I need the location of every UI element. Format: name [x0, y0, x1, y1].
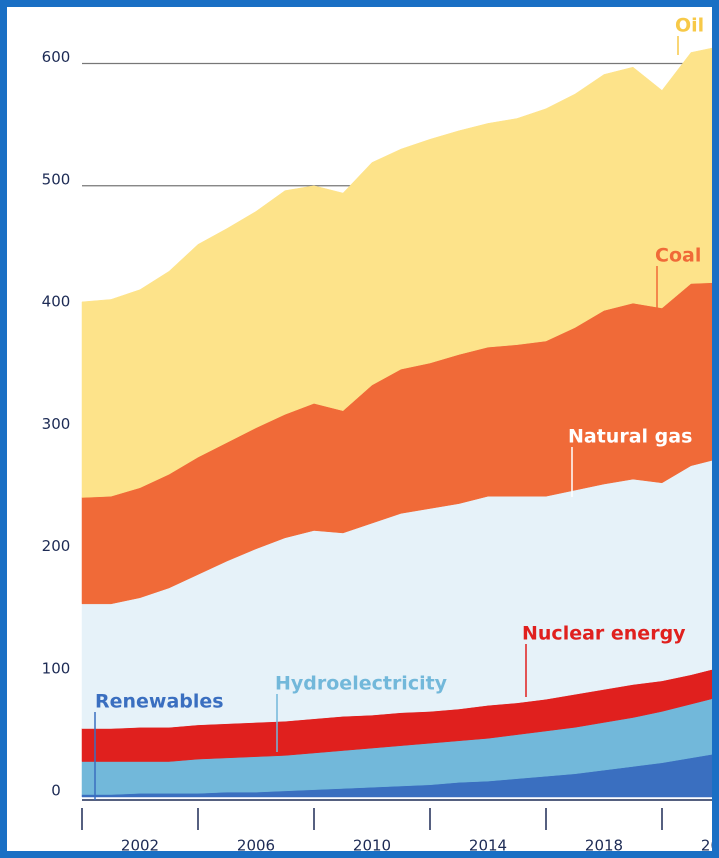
- x-tick-label: 2002: [121, 837, 159, 855]
- y-tick-label: 300: [42, 415, 71, 433]
- series-label: Hydroelectricity: [275, 673, 448, 695]
- y-tick-label: 500: [42, 170, 71, 188]
- area: [81, 47, 712, 498]
- x-tick-label: 2010: [353, 837, 391, 855]
- y-tick-label: 100: [42, 659, 71, 677]
- y-tick-label: 400: [42, 293, 71, 311]
- series-label: Natural gas: [568, 426, 692, 448]
- y-tick-label: 200: [42, 537, 71, 555]
- x-tick-label: 2014: [469, 837, 507, 855]
- x-tick-label: 2006: [237, 837, 275, 855]
- y-tick-label: 0: [51, 782, 61, 800]
- series-label: Oil: [675, 15, 704, 37]
- y-tick-label: 600: [42, 48, 71, 66]
- x-tick-label: 2022: [701, 837, 719, 855]
- series-label: Nuclear energy: [522, 623, 686, 645]
- series-label: Coal: [655, 245, 701, 267]
- x-tick-label: 2018: [585, 837, 623, 855]
- series-label: Renewables: [95, 691, 224, 713]
- chart: 0 100 200 300 400 500 600 2002 2006 2010 2014 2018 2…: [42, 15, 719, 855]
